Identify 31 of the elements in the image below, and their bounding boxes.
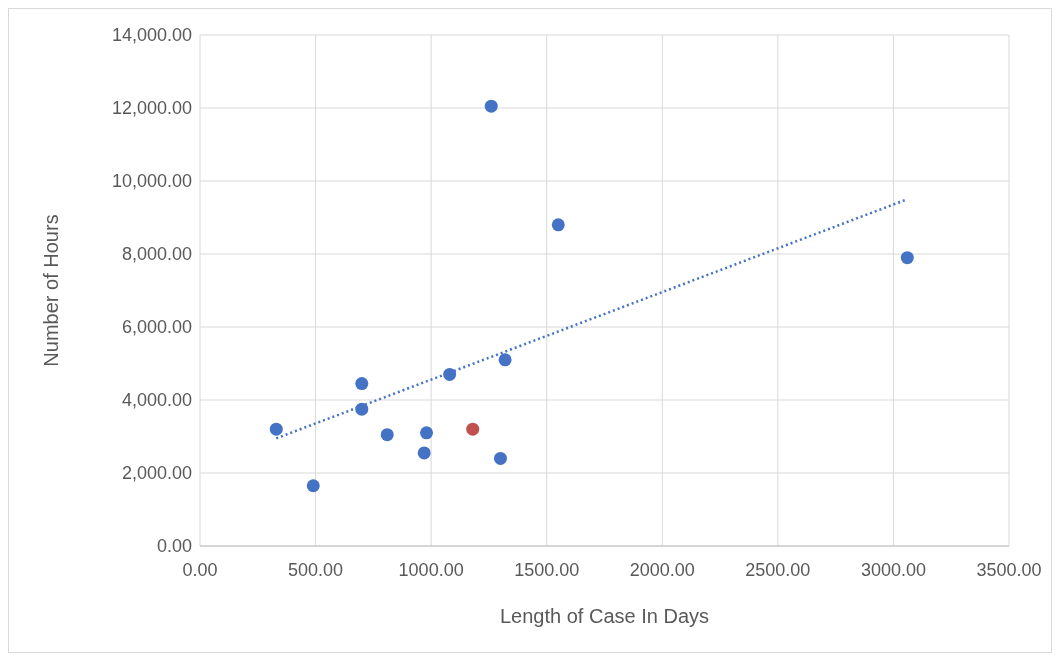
point xyxy=(466,422,480,436)
x-tick-label: 3500.00 xyxy=(976,560,1042,580)
y-tick-label: 14,000.00 xyxy=(111,25,192,46)
point xyxy=(420,426,434,440)
x-tick-label: 2500.00 xyxy=(745,560,811,580)
x-tick-label: 0.00 xyxy=(182,560,218,580)
y-tick-label: 6,000.00 xyxy=(121,317,192,338)
y-axis-title: Number of Hours xyxy=(40,214,62,367)
y-tick-label: 2,000.00 xyxy=(121,463,192,484)
point xyxy=(355,377,369,391)
point xyxy=(498,353,512,367)
y-tick-label: 12,000.00 xyxy=(111,98,192,119)
point xyxy=(443,367,457,381)
y-tick-label: 0.00 xyxy=(156,536,192,557)
x-tick-label: 500.00 xyxy=(288,560,344,580)
point xyxy=(551,218,565,232)
point xyxy=(380,428,394,442)
y-tick-label: 10,000.00 xyxy=(111,171,192,192)
point xyxy=(900,251,914,265)
x-axis-title: Length of Case In Days xyxy=(499,605,710,627)
point xyxy=(484,99,498,113)
x-tick-label: 1500.00 xyxy=(514,560,580,580)
x-tick-label: 3000.00 xyxy=(860,560,926,580)
x-tick-label: 1000.00 xyxy=(398,560,464,580)
point xyxy=(306,479,320,493)
point xyxy=(269,422,283,436)
point xyxy=(417,446,431,460)
y-tick-label: 8,000.00 xyxy=(121,244,192,265)
point xyxy=(493,451,507,465)
y-tick-label: 4,000.00 xyxy=(121,390,192,411)
x-tick-label: 2000.00 xyxy=(629,560,695,580)
